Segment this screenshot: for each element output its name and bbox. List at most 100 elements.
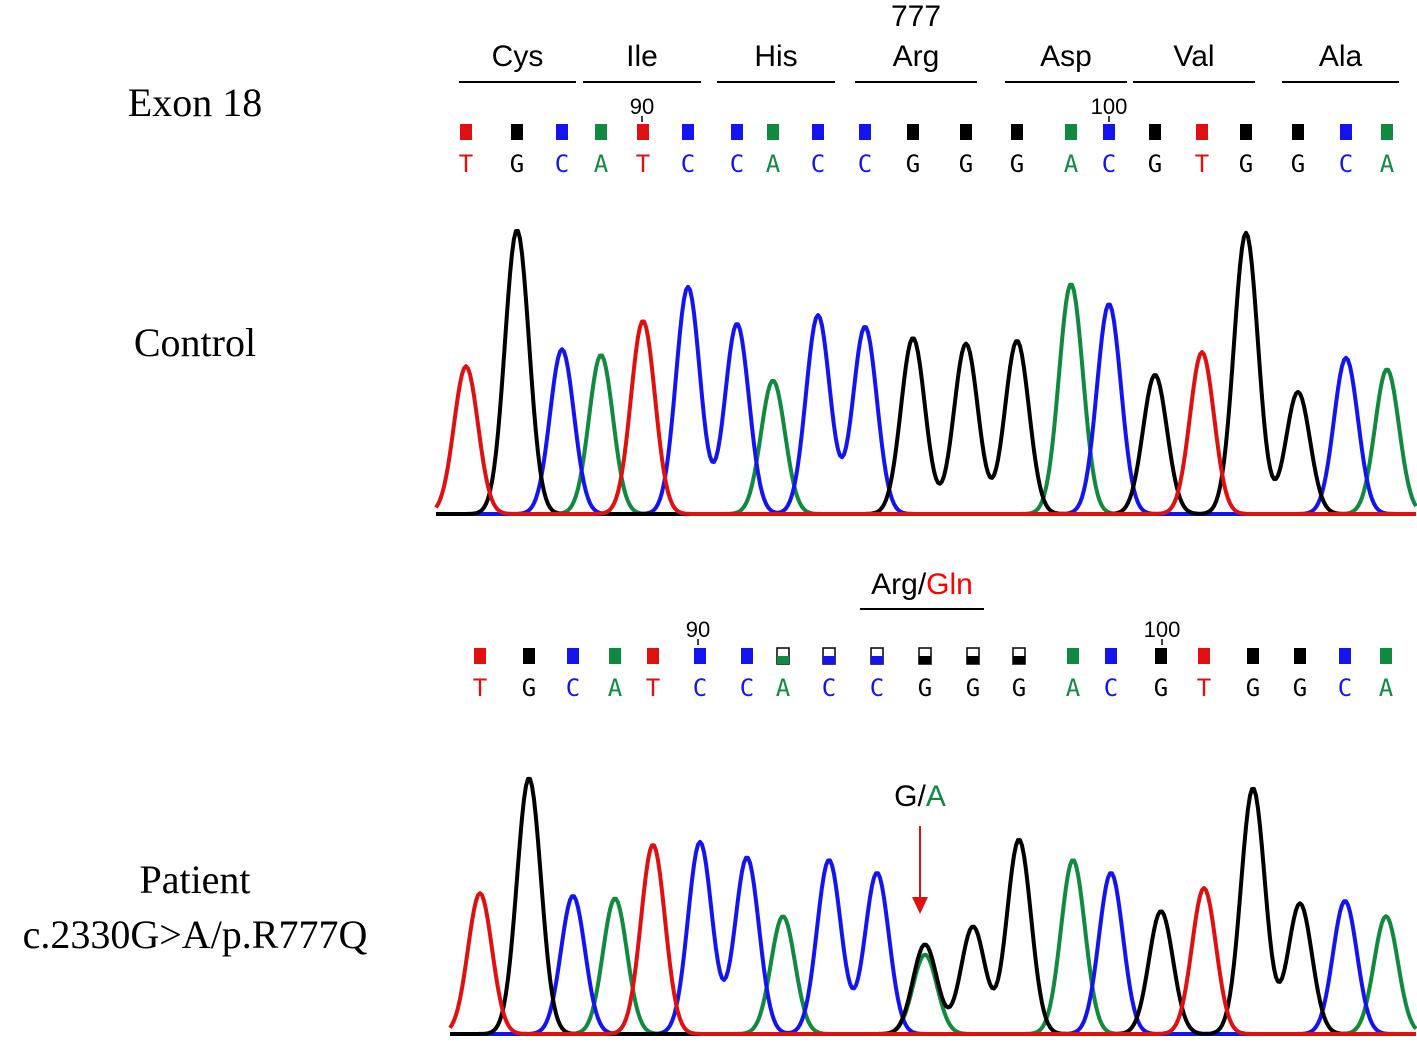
base-call-G: G: [1246, 674, 1260, 702]
position-marker: 100: [1091, 94, 1128, 119]
quality-box: [859, 124, 871, 140]
codon-asp: Asp: [1040, 40, 1092, 73]
quality-box: [1247, 648, 1259, 664]
quality-box: [767, 124, 779, 140]
quality-fill: [919, 656, 931, 664]
patient-trace: [448, 776, 1417, 1036]
position-marker: 90: [630, 94, 654, 119]
quality-box: [731, 124, 743, 140]
quality-box: [511, 124, 523, 140]
base-call-G: G: [906, 150, 920, 178]
control-codon-row: Cys Ile His Arg Asp Val Ala: [459, 40, 1399, 83]
quality-fill: [967, 656, 979, 664]
codon-cys: Cys: [492, 40, 544, 73]
quality-fill: [871, 656, 883, 664]
patient-codon-label: Arg/Gln: [871, 568, 973, 601]
quality-box: [1196, 124, 1208, 140]
base-call-T: T: [459, 150, 473, 178]
quality-fill: [777, 656, 789, 664]
base-call-C: C: [1338, 674, 1352, 702]
quality-box: [1380, 648, 1392, 664]
quality-box: [647, 648, 659, 664]
base-call-A: A: [1379, 674, 1394, 702]
het-call-annotation: G/A: [894, 780, 946, 914]
base-call-C: C: [566, 674, 580, 702]
base-call-G: G: [510, 150, 524, 178]
patient-label: Patient: [139, 857, 250, 902]
quality-box: [907, 124, 919, 140]
quality-box: [595, 124, 607, 140]
trace-T: [434, 319, 1416, 516]
quality-box: [1105, 648, 1117, 664]
quality-box: [741, 648, 753, 664]
base-call-A: A: [1066, 674, 1081, 702]
base-call-G: G: [1148, 150, 1162, 178]
base-call-G: G: [918, 674, 932, 702]
base-call-C: C: [870, 674, 884, 702]
base-call-A: A: [776, 674, 791, 702]
base-call-G: G: [1239, 150, 1253, 178]
base-call-C: C: [730, 150, 744, 178]
base-call-T: T: [1195, 150, 1209, 178]
base-call-A: A: [1380, 150, 1395, 178]
base-call-A: A: [608, 674, 623, 702]
base-call-G: G: [1012, 674, 1026, 702]
call-normal: G/: [894, 780, 926, 813]
quality-box: [1011, 124, 1023, 140]
arrow-head-icon: [912, 897, 928, 914]
quality-box: [1067, 648, 1079, 664]
base-call-C: C: [681, 150, 695, 178]
base-call-C: C: [693, 674, 707, 702]
codon-his: His: [754, 40, 797, 73]
call-mutant: A: [926, 780, 946, 813]
base-call-G: G: [959, 150, 973, 178]
base-call-T: T: [473, 674, 487, 702]
base-call-C: C: [555, 150, 569, 178]
codon-arg: Arg: [893, 40, 940, 73]
base-call-A: A: [1064, 150, 1079, 178]
base-call-C: C: [858, 150, 872, 178]
base-call-G: G: [1291, 150, 1305, 178]
quality-box: [609, 648, 621, 664]
base-call-T: T: [646, 674, 660, 702]
control-codon-header: 777: [891, 0, 941, 33]
base-call-T: T: [1197, 674, 1211, 702]
trace-T: [448, 843, 1416, 1036]
exon-label: Exon 18: [128, 80, 262, 125]
quality-fill: [1013, 656, 1025, 664]
base-call-G: G: [522, 674, 536, 702]
quality-box: [1103, 124, 1115, 140]
mutation-label: c.2330G>A/p.R777Q: [23, 912, 368, 957]
quality-box: [523, 648, 535, 664]
base-call-G: G: [966, 674, 980, 702]
patient-codon-header: Arg/Gln: [860, 568, 984, 610]
base-call-T: T: [636, 150, 650, 178]
quality-box: [1149, 124, 1161, 140]
control-label: Control: [134, 320, 256, 365]
quality-box: [1340, 124, 1352, 140]
position-marker: 100: [1144, 617, 1181, 642]
codon-ile: Ile: [626, 40, 658, 73]
quality-box: [812, 124, 824, 140]
control-trace: [434, 229, 1417, 516]
quality-box: [1294, 648, 1306, 664]
quality-box: [960, 124, 972, 140]
control-position-markers: 90 100: [630, 94, 1128, 122]
patient-position-markers: 90 100: [686, 617, 1181, 645]
base-call-C: C: [1104, 674, 1118, 702]
quality-box: [460, 124, 472, 140]
base-call-A: A: [594, 150, 609, 178]
quality-box: [556, 124, 568, 140]
base-call-G: G: [1010, 150, 1024, 178]
base-call-C: C: [1102, 150, 1116, 178]
quality-box: [1240, 124, 1252, 140]
codon-val: Val: [1173, 40, 1214, 73]
quality-fill: [823, 656, 835, 664]
codon-normal: Arg/: [871, 568, 927, 601]
base-call-G: G: [1154, 674, 1168, 702]
base-call-A: A: [766, 150, 781, 178]
quality-box: [694, 648, 706, 664]
codon-mutant: Gln: [926, 568, 973, 601]
